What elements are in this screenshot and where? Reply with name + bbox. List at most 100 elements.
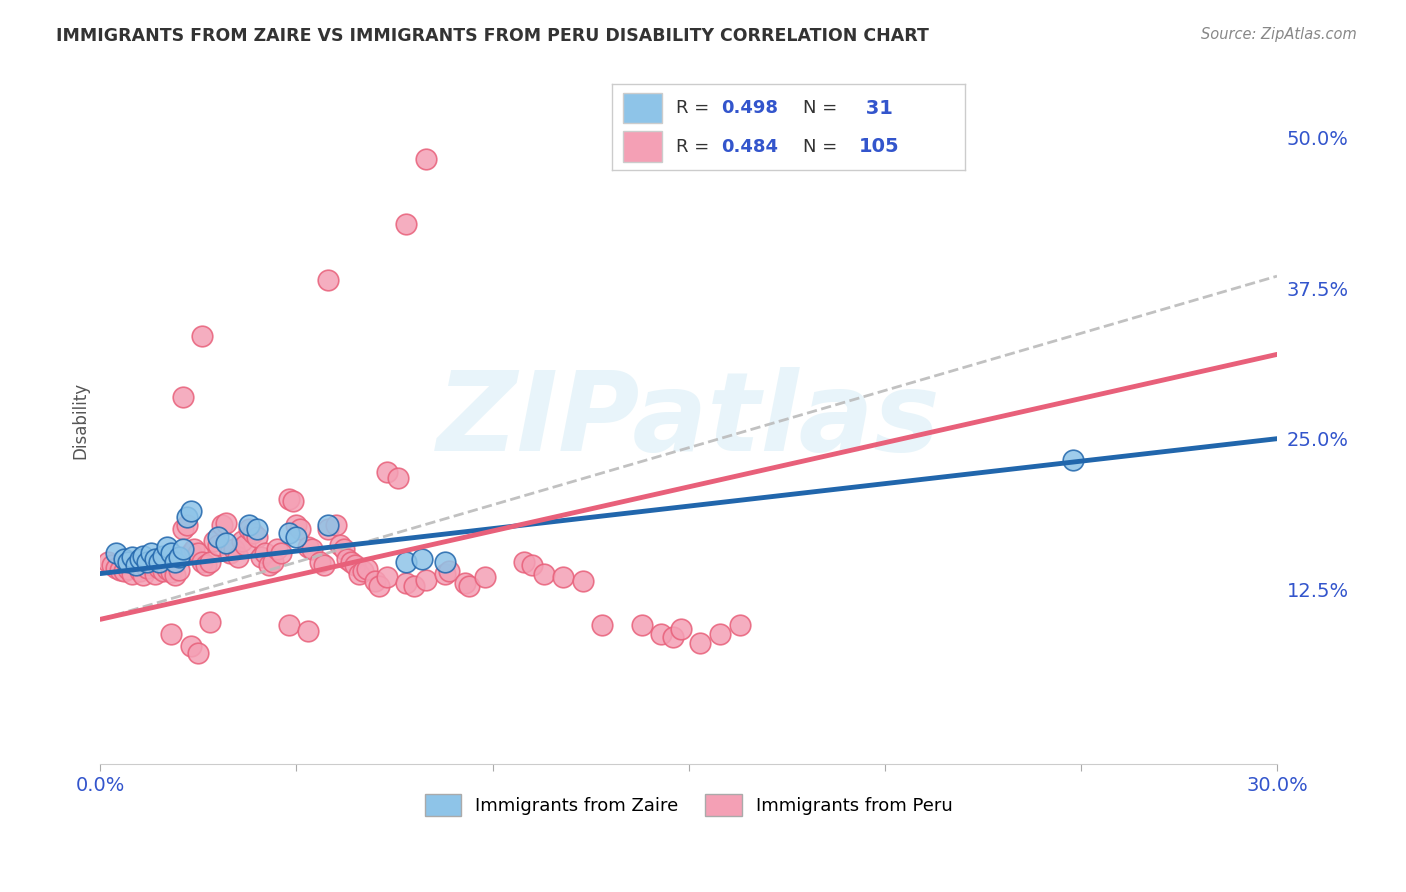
Point [141, 546, 163, 560]
Point [152, 549, 174, 563]
Text: IMMIGRANTS FROM ZAIRE VS IMMIGRANTS FROM PERU DISABILITY CORRELATION CHART: IMMIGRANTS FROM ZAIRE VS IMMIGRANTS FROM… [56, 27, 929, 45]
Point [222, 542, 245, 557]
Point [281, 494, 304, 508]
Point [316, 273, 339, 287]
Point [207, 538, 229, 552]
Point [340, 555, 363, 569]
Point [238, 522, 260, 536]
Point [709, 627, 731, 641]
Point [454, 576, 477, 591]
Point [160, 546, 183, 560]
Point [128, 552, 150, 566]
Point [662, 631, 685, 645]
Point [238, 518, 260, 533]
Point [156, 540, 179, 554]
Point [235, 538, 257, 552]
Point [257, 558, 280, 573]
Point [112, 552, 135, 566]
Point [141, 558, 163, 573]
Point [246, 531, 269, 545]
Point [387, 471, 409, 485]
Point [207, 531, 229, 545]
Point [316, 522, 339, 536]
Point [148, 560, 170, 574]
Point [172, 522, 194, 536]
Point [198, 615, 221, 629]
Point [277, 618, 299, 632]
Point [112, 564, 135, 578]
Point [356, 562, 378, 576]
Point [176, 510, 198, 524]
Point [325, 518, 347, 533]
Point [187, 646, 209, 660]
Point [285, 531, 308, 545]
Point [404, 579, 426, 593]
Point [316, 518, 339, 533]
Point [434, 566, 457, 581]
Point [195, 558, 218, 573]
Point [375, 466, 398, 480]
Point [202, 534, 225, 549]
Point [285, 518, 308, 533]
Point [215, 516, 238, 530]
Point [250, 549, 273, 564]
Point [415, 573, 437, 587]
Text: ZIPatlas: ZIPatlas [437, 368, 941, 475]
Point [128, 564, 150, 578]
Point [117, 555, 139, 569]
Point [176, 518, 198, 533]
Point [117, 562, 139, 576]
Point [191, 555, 214, 569]
Point [180, 546, 202, 560]
Point [132, 567, 155, 582]
Point [167, 563, 190, 577]
Point [183, 542, 205, 557]
Y-axis label: Disability: Disability [72, 382, 89, 459]
Point [163, 567, 186, 582]
Point [231, 534, 253, 549]
Point [553, 570, 575, 584]
Point [352, 564, 374, 578]
Point [136, 560, 159, 574]
Point [180, 504, 202, 518]
Point [124, 558, 146, 573]
Point [332, 542, 354, 557]
Point [172, 542, 194, 557]
Point [344, 558, 367, 573]
Point [242, 525, 264, 540]
Point [226, 549, 249, 564]
Point [97, 555, 120, 569]
Point [156, 562, 179, 576]
Point [312, 558, 335, 573]
Point [191, 329, 214, 343]
Point [336, 552, 359, 566]
Point [254, 546, 277, 560]
Point [301, 542, 323, 557]
Text: Source: ZipAtlas.com: Source: ZipAtlas.com [1201, 27, 1357, 42]
Point [121, 549, 143, 564]
Point [728, 618, 751, 632]
Point [329, 538, 352, 552]
Point [124, 558, 146, 573]
Point [246, 522, 269, 536]
Point [121, 566, 143, 581]
Point [270, 546, 292, 560]
Point [364, 574, 387, 588]
Point [689, 636, 711, 650]
Point [1062, 453, 1084, 467]
Point [513, 555, 536, 569]
Point [198, 555, 221, 569]
Point [132, 549, 155, 563]
Point [347, 566, 370, 581]
Point [218, 546, 240, 560]
Point [411, 552, 433, 566]
Point [148, 555, 170, 569]
Point [415, 153, 437, 167]
Point [215, 536, 238, 550]
Point [367, 579, 389, 593]
Point [297, 624, 319, 639]
Point [458, 579, 481, 593]
Point [290, 522, 312, 536]
Point [180, 639, 202, 653]
Point [297, 540, 319, 554]
